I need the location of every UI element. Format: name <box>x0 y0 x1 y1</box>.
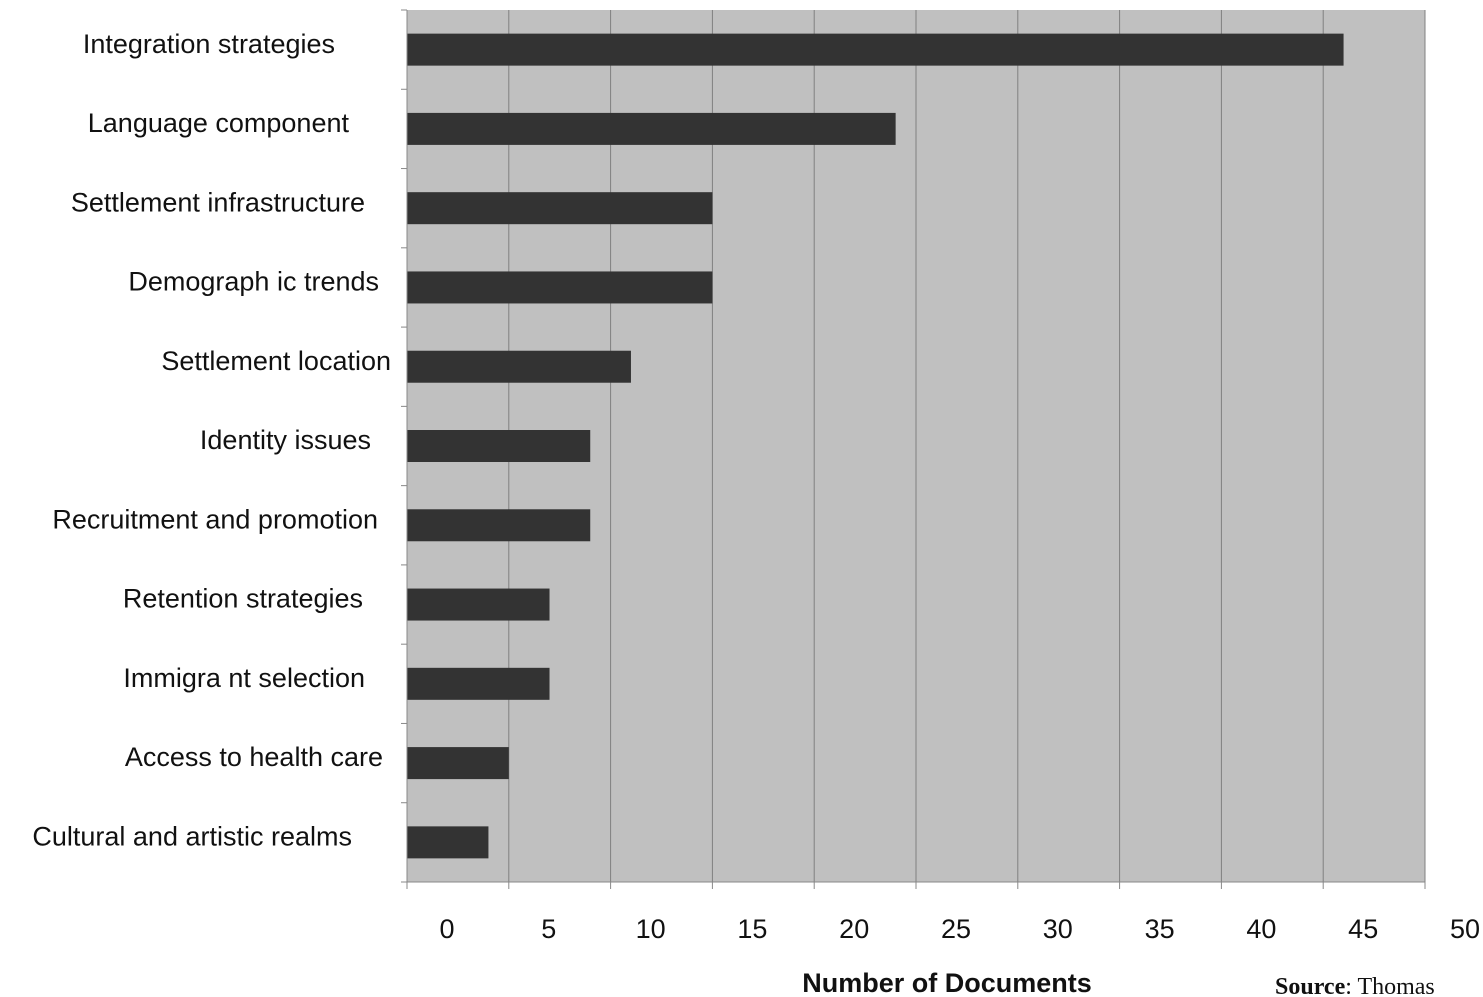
bar <box>407 667 550 700</box>
bars <box>407 33 1344 859</box>
x-tick-label: 5 <box>541 914 556 944</box>
source-label: Source <box>1275 974 1346 997</box>
source-note: Source: Thomas <box>1275 974 1435 997</box>
gridlines <box>508 10 1426 882</box>
x-tick-label: 10 <box>636 914 666 944</box>
source-text: : Thomas <box>1345 974 1435 997</box>
bar <box>407 509 591 542</box>
x-axis-title: Number of Documents <box>802 968 1092 997</box>
bar <box>407 747 509 780</box>
x-tick-label: 0 <box>439 914 454 944</box>
category-label: Retention strategies <box>123 584 363 614</box>
category-labels: Integration strategies Language component… <box>32 29 391 852</box>
category-label: Settlement location <box>161 346 391 376</box>
category-label: Access to health care <box>125 742 383 772</box>
bar <box>407 192 713 225</box>
x-tick-labels: 0 5 10 15 20 25 30 35 40 45 50 <box>439 914 1480 944</box>
bar <box>407 588 550 621</box>
x-tick-label: 45 <box>1348 914 1378 944</box>
bar <box>407 112 896 145</box>
category-label: Recruitment and promotion <box>52 504 378 534</box>
bar <box>407 826 489 859</box>
category-label: Immigra nt selection <box>123 663 365 693</box>
x-tick-label: 40 <box>1246 914 1276 944</box>
category-label: Cultural and artistic realms <box>32 821 352 851</box>
x-tick-label: 50 <box>1450 914 1480 944</box>
x-tick-label: 15 <box>737 914 767 944</box>
bar <box>407 271 713 304</box>
x-tick-label: 20 <box>839 914 869 944</box>
category-label: Integration strategies <box>83 29 335 59</box>
x-tick-label: 35 <box>1145 914 1175 944</box>
x-tick-label: 30 <box>1043 914 1073 944</box>
bar <box>407 430 591 462</box>
bar <box>407 350 631 383</box>
bar <box>407 33 1344 66</box>
category-label: Demograph ic trends <box>128 267 379 297</box>
category-label: Identity issues <box>200 425 371 455</box>
x-tick-label: 25 <box>941 914 971 944</box>
category-label: Settlement infrastructure <box>71 187 365 217</box>
axes <box>401 9 1426 889</box>
category-label: Language component <box>88 108 350 138</box>
